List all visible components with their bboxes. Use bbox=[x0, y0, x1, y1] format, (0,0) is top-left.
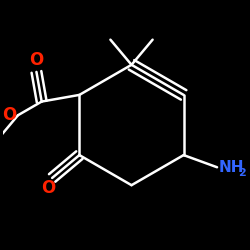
Text: O: O bbox=[2, 106, 16, 124]
Text: NH: NH bbox=[218, 160, 244, 175]
Text: O: O bbox=[29, 51, 43, 69]
Text: O: O bbox=[41, 179, 55, 197]
Text: 2: 2 bbox=[238, 168, 246, 178]
